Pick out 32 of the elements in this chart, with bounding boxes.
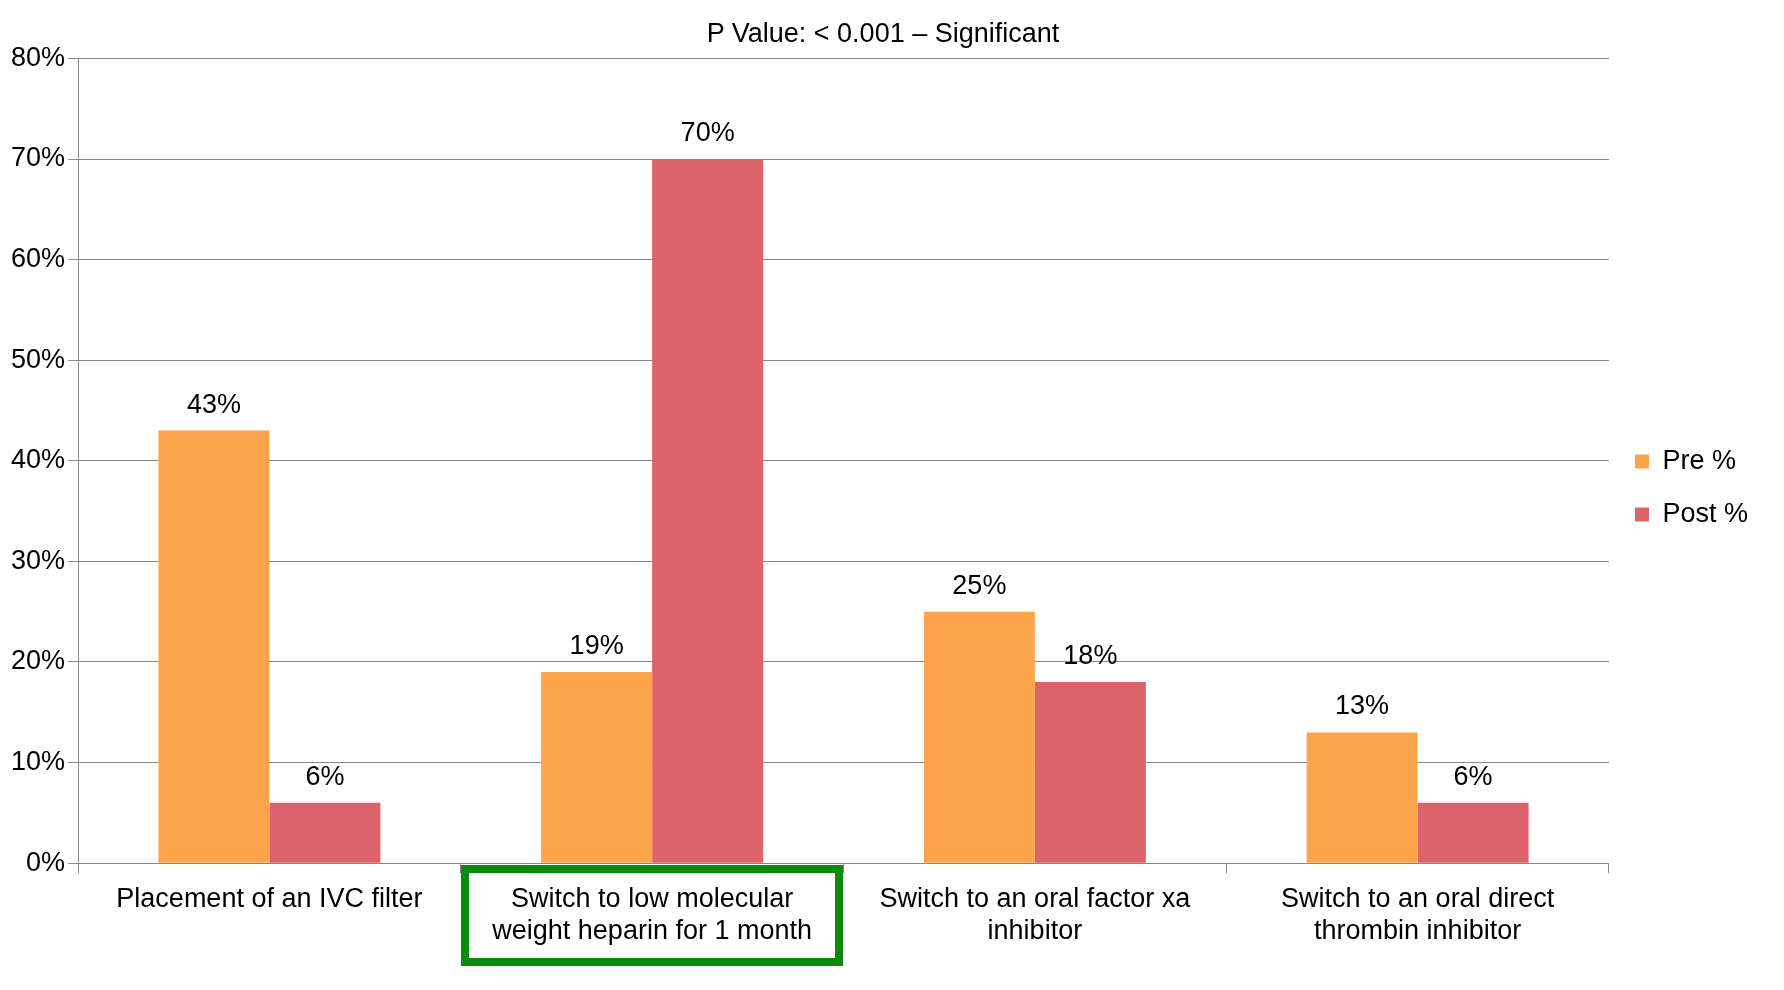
legend-label: Post %: [1662, 497, 1749, 528]
y-tick-label: 70%: [10, 142, 66, 173]
text: 18%: [1063, 640, 1118, 671]
y-tick-label: 60%: [10, 243, 66, 274]
bar: [269, 802, 381, 863]
bar: [158, 430, 270, 863]
text: 13%: [1335, 690, 1390, 721]
y-tick-label: 40%: [10, 444, 66, 475]
y-tick-label: 0%: [26, 846, 66, 877]
y-tick-label: 50%: [10, 343, 66, 374]
bar: [652, 159, 764, 863]
x-tick-label: Switch to an oral factor xa inhibitor: [879, 882, 1192, 946]
y-tick-label: 80%: [10, 41, 66, 72]
bar: [541, 672, 653, 863]
x-tick-label: Placement of an IVC filter: [116, 882, 423, 913]
text: 25%: [952, 569, 1007, 600]
text: 6%: [305, 760, 345, 791]
text: 6%: [1453, 760, 1493, 791]
y-tick-label: 20%: [10, 645, 66, 676]
bar: [1306, 732, 1418, 863]
chart-title: P Value: < 0.001 – Significant: [706, 17, 1060, 48]
text: 19%: [569, 630, 624, 661]
text: 70%: [680, 116, 735, 147]
bar: [1417, 802, 1529, 863]
y-tick-label: 30%: [10, 544, 66, 575]
text: 43%: [186, 388, 241, 419]
bar: [1034, 682, 1146, 863]
y-tick-label: 10%: [10, 746, 66, 777]
x-tick-label: Switch to low molecular weight heparin for 1 month: [491, 882, 812, 946]
bar: [923, 611, 1035, 863]
legend-label: Pre %: [1662, 444, 1736, 475]
x-tick-label: Switch to an oral direct thrombin inhibitor: [1281, 882, 1555, 946]
